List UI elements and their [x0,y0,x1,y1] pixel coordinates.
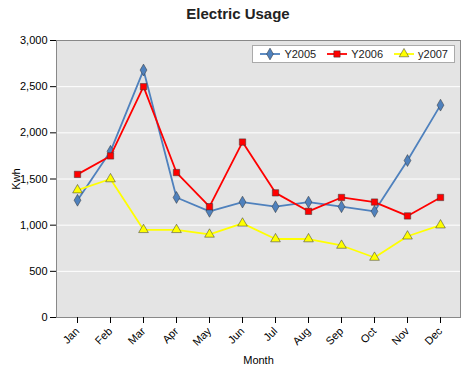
html-text:Y2006: Y2006 [351,48,383,60]
svg-text:2,500: 2,500 [20,80,48,92]
svg-text:Nov: Nov [389,324,412,347]
html-text:Y2005: Y2005 [284,48,317,60]
svg-text:Apr: Apr [160,325,181,346]
svg-text:Oct: Oct [358,325,379,346]
svg-text:Dec: Dec [422,324,445,347]
svg-text:Sep: Sep [323,325,345,347]
html-text:y2007: y2007 [418,48,448,60]
html-text:Electric Usage: Electric Usage [186,5,290,22]
svg-text:Kwh: Kwh [10,168,22,189]
svg-text:Jun: Jun [225,325,246,346]
svg-text:Jul: Jul [261,325,279,343]
svg-text:1,500: 1,500 [20,173,48,185]
svg-text:Aug: Aug [290,325,312,347]
svg-text:Month: Month [243,354,274,366]
svg-text:Mar: Mar [126,325,148,347]
svg-text:Jan: Jan [60,325,81,346]
svg-text:1,000: 1,000 [20,219,48,231]
svg-text:2,000: 2,000 [20,126,48,138]
svg-text:May: May [190,324,214,348]
svg-text:Feb: Feb [93,325,115,347]
svg-text:3,000: 3,000 [20,34,48,46]
svg-text:500: 500 [29,265,47,277]
svg-text:0: 0 [41,311,47,323]
